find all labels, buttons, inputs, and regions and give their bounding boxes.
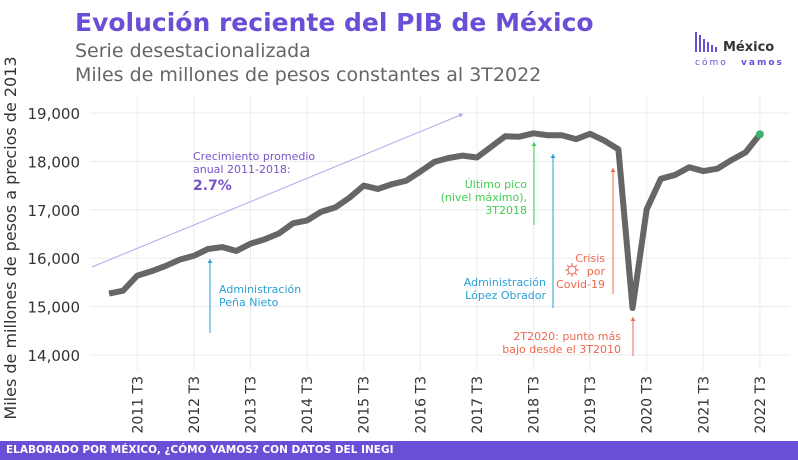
x-tick-label: 2013 T3: [244, 376, 260, 434]
covid-annotation-line2: por: [587, 265, 606, 278]
logo-vamos: vamos: [741, 58, 784, 68]
covid-annotation-line3: Covid-19: [556, 278, 605, 291]
low-annotation-line2: bajo desde el 3T2010: [502, 343, 621, 356]
x-tick-label: 2014 T3: [300, 376, 316, 434]
peak-annotation-line3: 3T2018: [485, 204, 527, 217]
y-tick-label: 15,000: [28, 299, 81, 317]
logo: México cómo vamos: [693, 30, 783, 75]
y-tick-label: 16,000: [28, 250, 81, 268]
y-axis-label: Miles de millones de pesos a precios de …: [1, 56, 20, 419]
footer-source: ELABORADO POR MÉXICO, ¿CÓMO VAMOS? CON D…: [0, 441, 798, 460]
peak-arrow-head: [531, 142, 537, 146]
growth-trend-arrow: [91, 113, 464, 268]
amlo-arrow-head: [550, 154, 556, 158]
x-tick-label: 2020 T3: [640, 376, 656, 434]
logo-text: México: [723, 40, 775, 55]
amlo-annotation-line2: López Obrador: [465, 289, 546, 302]
gdp-line-chart: 14,000 15,000 16,000 17,000 18,000 19,000 2011…: [1, 56, 790, 434]
gdp-series-line: [108, 130, 763, 312]
low-point-arrow-head: [630, 317, 636, 321]
y-tick-label: 17,000: [28, 202, 81, 220]
x-tick-label: 2016 T3: [413, 376, 429, 434]
x-tick-label: 2022 T3: [753, 376, 769, 434]
x-tick-label: 2017 T3: [470, 376, 486, 434]
pena-annotation-line2: Peña Nieto: [219, 296, 279, 309]
logo-como: cómo: [695, 58, 728, 68]
y-tick-label: 19,000: [28, 105, 81, 123]
growth-annotation-line1: Crecimiento promedio: [193, 150, 315, 163]
x-tick-label: 2012 T3: [187, 376, 203, 434]
peak-annotation-line1: Último pico: [465, 178, 528, 191]
logo-bars-icon: [695, 32, 717, 52]
x-tick-label: 2021 T3: [696, 376, 712, 434]
covid-arrow-head: [610, 168, 616, 172]
peak-annotation-line2: (nivel máximo),: [441, 191, 527, 204]
y-tick-label: 18,000: [28, 153, 81, 171]
pena-nieto-arrow-head: [207, 259, 213, 263]
chart-subtitle: Serie desestacionalizada: [75, 40, 311, 62]
x-tick-label: 2018 T3: [527, 376, 543, 434]
y-tick-label: 14,000: [28, 347, 81, 365]
x-tick-label: 2011 T3: [130, 376, 146, 434]
chart-subtitle-units: Miles de millones de pesos constantes al…: [75, 64, 542, 86]
x-tick-label: 2019 T3: [583, 376, 599, 434]
covid-annotation-line1: Crisis: [575, 252, 605, 265]
virus-icon: [565, 263, 579, 277]
x-tick-label: 2015 T3: [357, 376, 373, 434]
low-annotation-line1: 2T2020: punto más: [513, 330, 621, 343]
chart-title: Evolución reciente del PIB de México: [75, 8, 594, 37]
last-data-point: [755, 130, 764, 139]
pena-annotation-line1: Administración: [219, 283, 301, 296]
growth-annotation-value: 2.7%: [193, 178, 232, 194]
growth-annotation-line2: anual 2011-2018:: [193, 163, 291, 176]
amlo-annotation-line1: Administración: [464, 276, 546, 289]
growth-trend-arrow-head: [458, 113, 463, 118]
